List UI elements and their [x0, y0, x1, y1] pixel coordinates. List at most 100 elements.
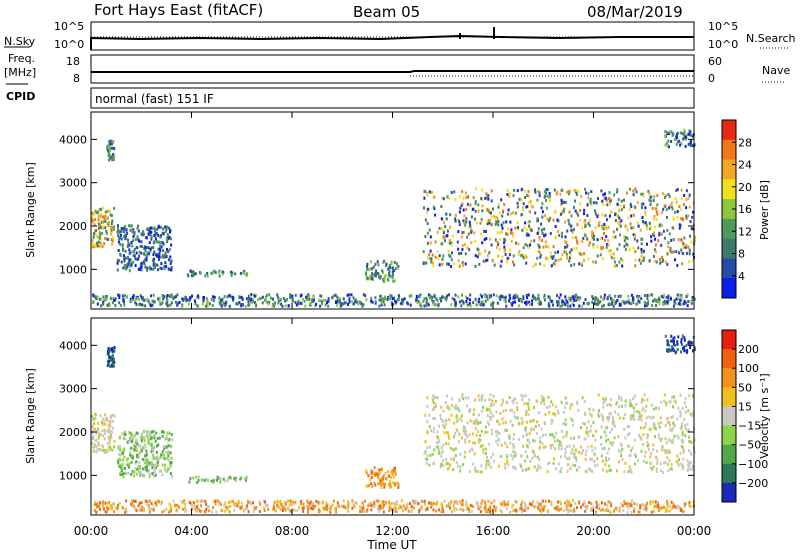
echo-cell — [656, 194, 659, 197]
echo-cell — [646, 433, 649, 436]
echo-cell — [148, 302, 151, 306]
echo-cell — [543, 293, 546, 297]
echo-cell — [472, 441, 475, 445]
echo-cell — [393, 483, 396, 487]
echo-cell — [481, 241, 484, 245]
echo-cell — [111, 362, 114, 366]
echo-cell — [573, 247, 576, 250]
echo-cell — [510, 228, 513, 232]
echo-cell — [195, 507, 197, 511]
echo-cell — [111, 347, 114, 350]
echo-cell — [685, 197, 688, 201]
echo-cell — [645, 404, 648, 408]
echo-cell — [488, 408, 491, 411]
echo-cell — [551, 256, 554, 260]
echo-cell — [110, 213, 113, 217]
echo-cell — [216, 476, 219, 480]
echo-cell — [289, 293, 292, 297]
echo-cell — [424, 189, 427, 193]
echo-cell — [664, 424, 667, 427]
echo-cell — [441, 507, 444, 511]
echo-cell — [687, 142, 690, 146]
echo-cell — [594, 260, 597, 264]
echo-cell — [516, 406, 519, 410]
echo-cell — [537, 189, 540, 193]
echo-cell — [561, 300, 563, 304]
echo-cell — [472, 301, 475, 305]
echo-cell — [159, 302, 162, 306]
echo-cell — [165, 301, 168, 305]
echo-cell — [137, 455, 140, 459]
echo-cell — [198, 509, 201, 513]
echo-cell — [682, 302, 685, 306]
echo-cell — [146, 266, 149, 270]
echo-cell — [322, 506, 325, 510]
echo-cell — [414, 500, 417, 503]
echo-cell — [586, 505, 589, 509]
echo-cell — [463, 230, 465, 234]
echo-cell — [390, 301, 393, 305]
echo-cell — [334, 293, 337, 297]
echo-cell — [140, 449, 143, 453]
colorbar-tick-label: 8 — [738, 248, 745, 261]
echo-cell — [691, 465, 694, 468]
echo-cell — [158, 300, 161, 303]
echo-cell — [462, 300, 465, 303]
colorbar-tick-label: 20 — [738, 181, 752, 194]
echo-cell — [520, 507, 523, 511]
colorbar-segment — [722, 463, 736, 484]
echo-cell — [465, 300, 468, 303]
echo-cell — [193, 507, 196, 510]
echo-cell — [622, 509, 625, 512]
echo-cell — [686, 469, 689, 472]
echo-cell — [352, 302, 355, 306]
echo-cell — [152, 457, 155, 460]
echo-cell — [141, 245, 143, 248]
echo-cell — [531, 503, 534, 507]
echo-cell — [666, 143, 669, 147]
echo-cell — [602, 468, 604, 472]
echo-cell — [577, 296, 579, 300]
echo-cell — [588, 407, 591, 411]
echo-cell — [458, 252, 460, 256]
echo-cell — [612, 422, 614, 426]
echo-cell — [446, 431, 448, 435]
echo-cell — [679, 414, 682, 418]
echo-cell — [640, 449, 643, 453]
echo-cell — [96, 211, 99, 215]
echo-cell — [682, 346, 684, 350]
echo-cell — [594, 212, 597, 216]
echo-cell — [569, 298, 572, 302]
echo-cell — [107, 501, 109, 505]
echo-cell — [245, 297, 248, 301]
echo-cell — [350, 293, 353, 297]
echo-cell — [435, 509, 438, 513]
echo-cell — [95, 439, 98, 443]
echo-cell — [444, 239, 446, 243]
echo-cell — [130, 446, 132, 450]
echo-cell — [105, 298, 108, 302]
echo-cell — [596, 463, 599, 467]
echo-cell — [634, 302, 637, 306]
colorbar-segment — [722, 406, 736, 427]
echo-cell — [526, 455, 529, 459]
echo-cell — [148, 510, 151, 514]
echo-cell — [93, 223, 96, 227]
echo-cell — [184, 508, 187, 512]
echo-cell — [661, 302, 664, 306]
echo-cell — [559, 470, 562, 473]
echo-cell — [425, 507, 428, 511]
echo-cell — [102, 215, 104, 219]
echo-cell — [514, 508, 517, 512]
echo-cell — [548, 410, 551, 414]
echo-cell — [401, 302, 404, 306]
echo-cell — [539, 436, 542, 440]
echo-cell — [578, 304, 581, 308]
echo-cell — [665, 141, 668, 145]
echo-cell — [512, 301, 515, 305]
echo-cell — [524, 426, 527, 430]
echo-cell — [287, 304, 290, 308]
echo-cell — [479, 221, 482, 225]
echo-cell — [388, 483, 391, 487]
echo-cell — [361, 303, 364, 307]
